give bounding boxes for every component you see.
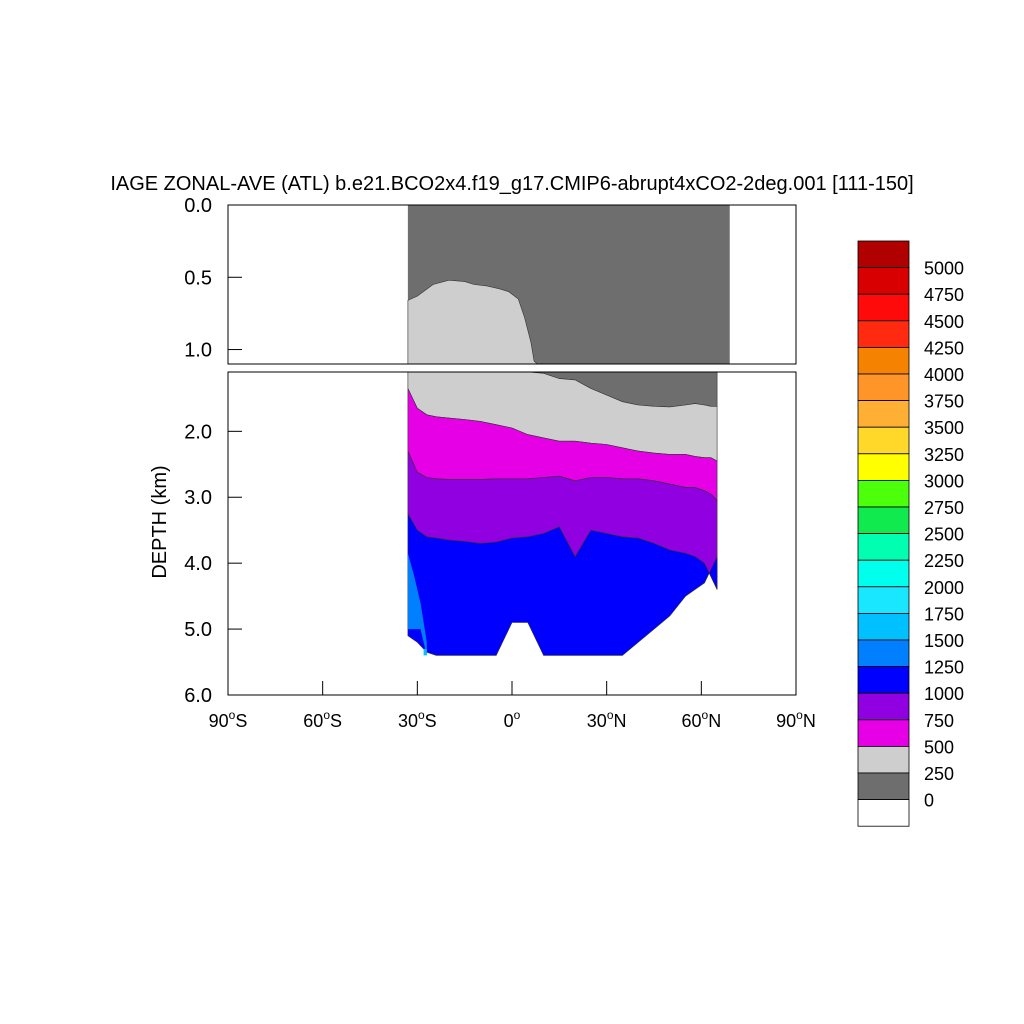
lower-0-250-band: [407, 372, 718, 408]
upper-panel-contours: [407, 205, 730, 364]
colorbar-box-1: [857, 267, 910, 295]
colorbar-box-10: [857, 506, 910, 535]
colorbar-label-12: 2000: [924, 578, 964, 598]
colorbar-box-7: [857, 426, 910, 455]
colorbar-label-9: 2750: [924, 498, 964, 518]
upper-y-tick-label-1: 0.5: [184, 267, 212, 289]
upper-y-ticks: 0.0 0.5 1.0: [184, 195, 242, 362]
colorbar-box-5: [857, 373, 910, 402]
colorbar-box-9: [857, 479, 910, 508]
colorbar-box-18: [857, 719, 910, 747]
lower-panel-contours: [407, 372, 718, 656]
colorbar-box-15: [857, 639, 910, 668]
lower-1250-1500-band: [407, 553, 427, 656]
colorbar-label-4: 4000: [924, 365, 964, 385]
colorbar-label-15: 1250: [924, 658, 964, 678]
colorbar-label-0: 5000: [924, 259, 964, 279]
x-axis-ticks: 90oS 60oS 30oS 0o 30oN 60oN 90oN: [209, 681, 816, 731]
x-tick-label-1: 60oS: [303, 708, 342, 731]
lower-1500-1750-band: [423, 648, 427, 656]
lower-y-tick-label-4: 6.0: [184, 685, 212, 707]
x-tick-label-4: 30oN: [587, 708, 627, 731]
colorbar-label-8: 3000: [924, 471, 964, 491]
colorbar-label-7: 3250: [924, 445, 964, 465]
colorbar-box-19: [857, 746, 910, 774]
colorbar-box-8: [857, 453, 910, 481]
x-tick-label-6: 90oN: [776, 708, 816, 731]
colorbar-label-3: 4250: [924, 338, 964, 358]
colorbar-label-2: 4500: [924, 312, 964, 332]
colorbar-box-0: [857, 240, 910, 269]
lower-y-tick-label-3: 5.0: [184, 619, 212, 641]
colorbar-label-19: 250: [924, 764, 954, 784]
colorbar-label-1: 4750: [924, 285, 964, 305]
chart-title: IAGE ZONAL-AVE (ATL) b.e21.BCO2x4.f19_g1…: [110, 173, 913, 195]
colorbar-label-16: 1000: [924, 684, 964, 704]
colorbar-label-13: 1750: [924, 604, 964, 624]
x-tick-label-3: 0o: [504, 708, 521, 731]
colorbar-box-12: [857, 559, 910, 588]
colorbar-box-6: [857, 400, 910, 428]
colorbar-label-10: 2500: [924, 525, 964, 545]
colorbar-box-16: [857, 666, 910, 694]
colorbar-box-20: [857, 772, 910, 801]
colorbar-label-17: 750: [924, 711, 954, 731]
colorbar-label-11: 2250: [924, 551, 964, 571]
lower-y-tick-label-2: 4.0: [184, 553, 212, 575]
x-tick-label-0: 90oS: [209, 708, 248, 731]
colorbar-box-2: [857, 293, 910, 322]
colorbar-label-18: 500: [924, 737, 954, 757]
colorbar-box-14: [857, 613, 910, 641]
colorbar-box-17: [857, 692, 910, 721]
y-axis-label: DEPTH (km): [149, 465, 171, 578]
colorbar-box-3: [857, 320, 910, 348]
colorbar-label-14: 1500: [924, 631, 964, 651]
lower-1000-1250-band: [407, 512, 718, 656]
upper-y-tick-label-2: 1.0: [184, 340, 212, 362]
upper-y-tick-label-0: 0.0: [184, 195, 212, 217]
colorbar-box-21: [857, 799, 910, 827]
colorbar-label-6: 3500: [924, 418, 964, 438]
upper-panel-frame: [227, 204, 797, 365]
colorbar-box-11: [857, 533, 910, 561]
colorbar-label-5: 3750: [924, 392, 964, 412]
lower-y-ticks: 2.0 3.0 4.0 5.0 6.0: [184, 421, 242, 707]
lower-y-tick-label-0: 2.0: [184, 421, 212, 443]
x-tick-label-5: 60oN: [681, 708, 721, 731]
colorbar-label-20: 0: [924, 791, 934, 811]
x-tick-label-2: 30oS: [398, 708, 437, 731]
upper-250-500-band: [407, 279, 538, 364]
colorbar-box-4: [857, 346, 910, 375]
lower-y-tick-label-1: 3.0: [184, 487, 212, 509]
colorbar: 5000475045004250400037503500325030002750…: [857, 240, 964, 827]
colorbar-box-13: [857, 586, 910, 614]
